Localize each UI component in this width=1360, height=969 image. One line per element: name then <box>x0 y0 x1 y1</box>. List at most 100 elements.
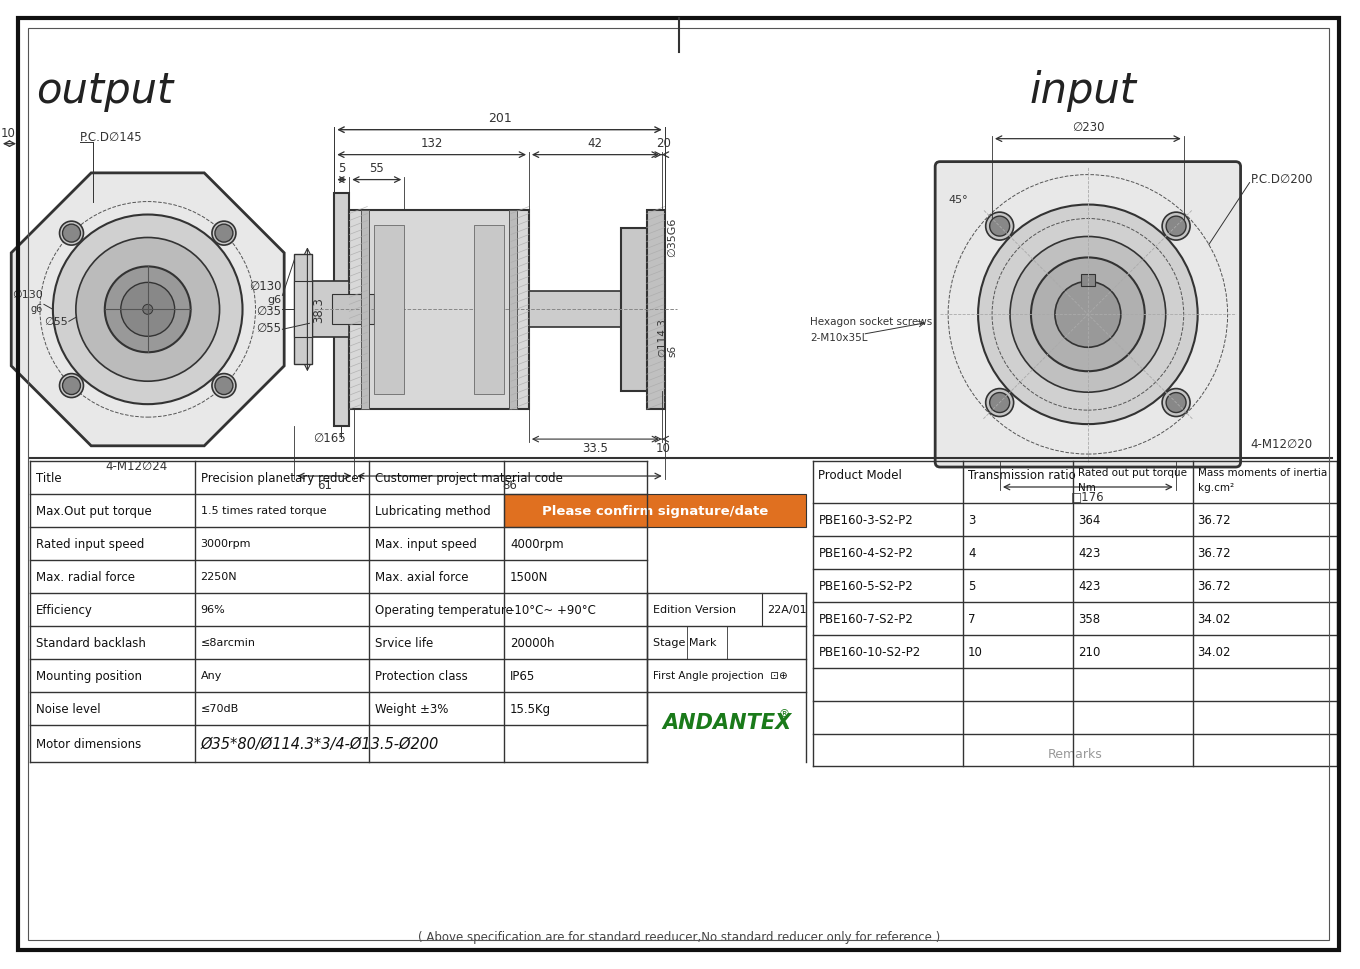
Text: -10°C~ +90°C: -10°C~ +90°C <box>510 603 596 616</box>
Circle shape <box>60 222 83 246</box>
Text: ∅35: ∅35 <box>257 305 282 318</box>
Circle shape <box>1161 390 1190 417</box>
Bar <box>294 282 313 338</box>
Bar <box>309 282 350 338</box>
Text: ∅130: ∅130 <box>12 290 44 300</box>
Text: Ø35*80/Ø114.3*3/4-Ø13.5-Ø200: Ø35*80/Ø114.3*3/4-Ø13.5-Ø200 <box>201 736 439 751</box>
Text: Efficiency: Efficiency <box>35 603 92 616</box>
Text: ∅55: ∅55 <box>257 322 282 335</box>
Text: 38.3: 38.3 <box>313 297 325 323</box>
Text: ANDANTEX: ANDANTEX <box>662 712 792 733</box>
Text: 1500N: 1500N <box>510 570 548 583</box>
Text: Stage Mark: Stage Mark <box>653 638 717 647</box>
Text: PBE160-7-S2-P2: PBE160-7-S2-P2 <box>819 612 914 625</box>
Text: ®: ® <box>778 708 790 718</box>
Circle shape <box>215 377 233 395</box>
Bar <box>620 229 662 391</box>
Text: 7: 7 <box>968 612 975 625</box>
Bar <box>335 194 350 426</box>
Text: 210: 210 <box>1078 645 1100 658</box>
Text: 20: 20 <box>656 137 670 149</box>
Text: ∅114.3: ∅114.3 <box>658 318 668 357</box>
Text: 4-M12∅20: 4-M12∅20 <box>1251 438 1312 451</box>
Text: PBE160-5-S2-P2: PBE160-5-S2-P2 <box>819 579 913 592</box>
Text: Nm: Nm <box>1078 483 1096 492</box>
Text: Max.Out put torque: Max.Out put torque <box>35 505 152 517</box>
Circle shape <box>63 377 80 395</box>
Text: Operating temperature: Operating temperature <box>375 603 513 616</box>
Text: s6: s6 <box>668 345 677 357</box>
Text: ∅130: ∅130 <box>249 280 282 293</box>
Text: First Angle projection  ⊡⊕: First Angle projection ⊡⊕ <box>653 671 787 680</box>
Circle shape <box>121 283 174 337</box>
Bar <box>332 296 374 325</box>
Circle shape <box>1166 393 1186 413</box>
Circle shape <box>1161 213 1190 241</box>
Text: Precision planetary reducer: Precision planetary reducer <box>201 472 363 484</box>
FancyBboxPatch shape <box>936 163 1240 468</box>
Text: ≤70dB: ≤70dB <box>201 703 239 713</box>
Text: output: output <box>37 70 174 111</box>
Bar <box>529 292 620 328</box>
Text: 10: 10 <box>968 645 983 658</box>
Text: Synthetic grease: Synthetic grease <box>510 505 609 517</box>
Text: Edition Version: Edition Version <box>653 605 736 614</box>
Text: 132: 132 <box>420 137 443 149</box>
Text: P.C.D∅145: P.C.D∅145 <box>80 131 143 143</box>
Text: 20000h: 20000h <box>510 636 555 649</box>
Text: ∅165: ∅165 <box>313 431 345 445</box>
Circle shape <box>212 222 235 246</box>
Text: 61: 61 <box>317 479 332 491</box>
Text: 201: 201 <box>488 111 511 125</box>
Text: Max. axial force: Max. axial force <box>375 570 469 583</box>
Text: Mass moments of inertia: Mass moments of inertia <box>1198 467 1327 478</box>
Text: 3: 3 <box>968 514 975 526</box>
Bar <box>362 210 370 410</box>
Text: Transmission ratio: Transmission ratio <box>968 468 1076 481</box>
Text: ∅230: ∅230 <box>1072 120 1104 134</box>
Text: 86: 86 <box>502 479 517 491</box>
Polygon shape <box>11 173 284 447</box>
Text: Any: Any <box>201 671 222 680</box>
Text: PBE160-4-S2-P2: PBE160-4-S2-P2 <box>819 547 914 559</box>
Text: Please confirm signature/date: Please confirm signature/date <box>543 505 768 517</box>
Text: 42: 42 <box>588 137 602 149</box>
Text: Max. input speed: Max. input speed <box>375 538 477 550</box>
Text: Rated out put torque: Rated out put torque <box>1078 467 1187 478</box>
Text: Weight ±3%: Weight ±3% <box>375 702 449 715</box>
Text: Motor dimensions: Motor dimensions <box>35 737 141 750</box>
Text: 358: 358 <box>1078 612 1100 625</box>
Circle shape <box>990 393 1009 413</box>
Circle shape <box>1166 217 1186 236</box>
Bar <box>350 210 529 410</box>
Text: 33.5: 33.5 <box>582 442 608 454</box>
Bar <box>374 225 404 394</box>
Text: Customer project material code: Customer project material code <box>375 472 563 484</box>
Text: Mounting position: Mounting position <box>35 669 141 682</box>
Text: PBE160-10-S2-P2: PBE160-10-S2-P2 <box>819 645 921 658</box>
Text: 34.02: 34.02 <box>1198 612 1231 625</box>
Circle shape <box>1031 258 1145 372</box>
Text: 10: 10 <box>0 127 15 140</box>
Text: ∅55: ∅55 <box>44 317 68 327</box>
Text: g6: g6 <box>31 304 44 314</box>
Circle shape <box>1055 282 1121 348</box>
Circle shape <box>215 225 233 243</box>
Circle shape <box>986 390 1013 417</box>
Text: Lubricating method: Lubricating method <box>375 505 491 517</box>
Text: Standard backlash: Standard backlash <box>35 636 146 649</box>
Text: Max. radial force: Max. radial force <box>35 570 135 583</box>
Text: 423: 423 <box>1078 579 1100 592</box>
Text: 45°: 45° <box>948 195 968 204</box>
Text: 96%: 96% <box>201 605 226 614</box>
Circle shape <box>990 217 1009 236</box>
Text: 4-M12∅24: 4-M12∅24 <box>106 459 169 473</box>
Text: kg.cm²: kg.cm² <box>1198 483 1234 492</box>
Circle shape <box>53 215 242 405</box>
Bar <box>509 210 517 410</box>
Bar <box>475 225 505 394</box>
Bar <box>647 210 665 410</box>
Circle shape <box>986 213 1013 241</box>
Text: Product Model: Product Model <box>819 468 902 481</box>
Bar <box>505 494 806 527</box>
